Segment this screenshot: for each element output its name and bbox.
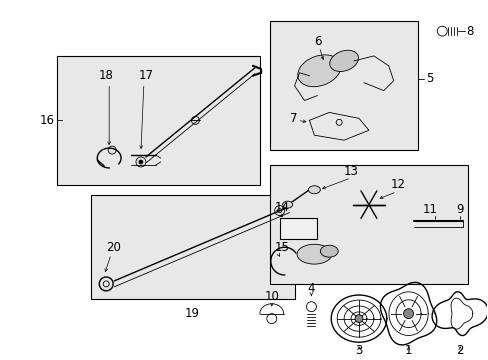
Text: 16: 16 [40, 114, 55, 127]
Text: 9: 9 [455, 203, 463, 216]
Circle shape [403, 309, 413, 319]
Text: 17: 17 [138, 69, 153, 82]
Ellipse shape [282, 201, 292, 208]
Ellipse shape [329, 50, 358, 72]
Text: 10: 10 [264, 290, 279, 303]
Circle shape [139, 160, 142, 164]
Bar [269, 165, 467, 284]
Text: 15: 15 [274, 241, 289, 254]
Text: 19: 19 [184, 307, 200, 320]
Bar [57, 56, 259, 185]
Text: 14: 14 [274, 201, 289, 214]
Text: 13: 13 [344, 165, 358, 179]
Text: 7: 7 [289, 112, 297, 125]
Text: 12: 12 [390, 178, 405, 191]
Text: 6: 6 [314, 35, 321, 48]
Text: 20: 20 [106, 241, 121, 254]
Text: 5: 5 [426, 72, 433, 85]
Text: 2: 2 [455, 344, 463, 357]
Text: 4: 4 [307, 282, 315, 295]
Bar [269, 21, 418, 150]
Text: 3: 3 [355, 344, 362, 357]
Bar [91, 195, 294, 299]
Ellipse shape [297, 55, 340, 87]
Ellipse shape [308, 186, 320, 194]
Ellipse shape [296, 244, 331, 264]
Bar [279, 217, 317, 239]
Text: 1: 1 [404, 344, 411, 357]
Text: 8: 8 [465, 24, 472, 38]
Text: 11: 11 [422, 203, 437, 216]
Ellipse shape [320, 245, 338, 257]
Circle shape [354, 315, 362, 323]
Text: 18: 18 [99, 69, 113, 82]
